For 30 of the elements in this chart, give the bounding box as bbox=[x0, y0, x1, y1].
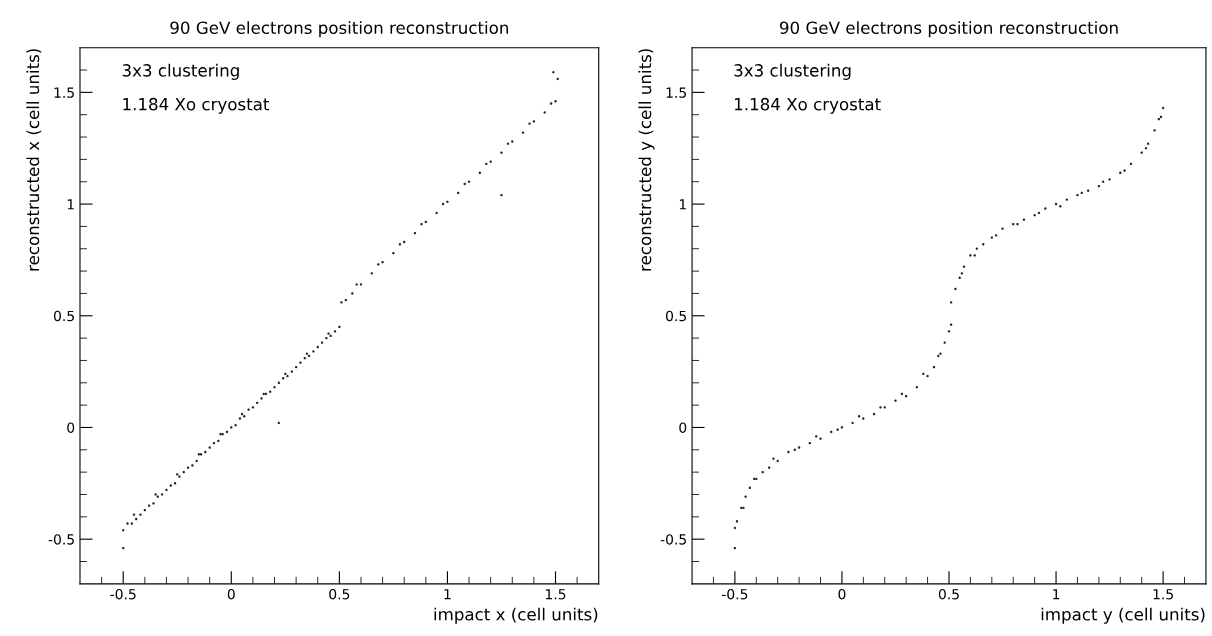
x-tick-label: 0 bbox=[838, 588, 846, 600]
annotation: 1.184 Xo cryostat bbox=[734, 97, 881, 114]
x-axis-title: impact x (cell units) bbox=[434, 607, 598, 624]
y-tick-label: 1 bbox=[67, 199, 74, 210]
y-tick-label: -0.5 bbox=[48, 534, 74, 545]
x-tick-label: 0 bbox=[227, 588, 235, 600]
y-tick-label: 0 bbox=[679, 422, 687, 433]
annotation: 1.184 Xo cryostat bbox=[123, 97, 270, 114]
x-tick-label: 1.5 bbox=[1153, 589, 1173, 600]
annotation: 3x3 clustering bbox=[734, 63, 851, 80]
y-tick-label: 0.5 bbox=[666, 310, 686, 322]
y-tick-label: 0 bbox=[67, 422, 75, 433]
x-tick-label: 1.5 bbox=[545, 589, 566, 600]
chart-title: 90 GeV electrons position reconstruction bbox=[779, 21, 1118, 38]
y-axis-title: reconstructed x (cell units) bbox=[26, 49, 42, 271]
x-tick-label: 0.5 bbox=[938, 588, 959, 600]
annotation: 3x3 clustering bbox=[122, 63, 239, 80]
y-tick-label: 0.5 bbox=[53, 310, 74, 322]
x-axis-title: impact y (cell units) bbox=[1041, 607, 1205, 624]
y-tick-label: -0.5 bbox=[660, 534, 686, 545]
x-tick-label: -0.5 bbox=[110, 588, 136, 600]
y-tick-label: 1 bbox=[679, 199, 686, 210]
x-tick-label: 0.5 bbox=[329, 588, 350, 600]
x-tick-label: 1 bbox=[1053, 589, 1060, 600]
y-tick-label: 1.5 bbox=[666, 87, 686, 98]
chart-title: 90 GeV electrons position reconstruction bbox=[170, 21, 509, 38]
y-tick-label: 1.5 bbox=[54, 87, 74, 98]
y-axis-title: reconstructed y (cell units) bbox=[638, 49, 655, 271]
x-tick-label: 1 bbox=[444, 589, 451, 600]
x-tick-label: -0.5 bbox=[722, 588, 748, 600]
